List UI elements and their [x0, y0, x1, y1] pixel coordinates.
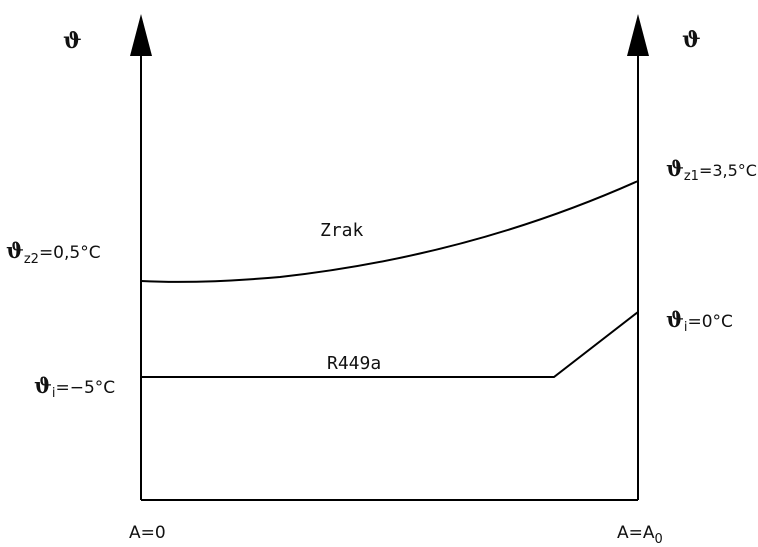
right-axis-arrow [627, 14, 649, 56]
refrigerant-evap-temp-label: ϑi=−5°C [34, 373, 115, 401]
right-axis-symbol: ϑ [682, 27, 701, 53]
air-outlet-temp-label: ϑz2=0,5°C [6, 238, 101, 267]
left-axis-arrow [130, 14, 152, 56]
refrigerant-curve [141, 311, 639, 378]
air-curve [140, 180, 639, 283]
air-inlet-temp-label: ϑz1=3,5°C [666, 156, 757, 184]
left-axis-symbol: ϑ [63, 28, 82, 54]
air-curve-label: Zrak [320, 220, 364, 241]
end-label: A=A0 [617, 523, 663, 547]
refrigerant-outlet-temp-label: ϑi=0°C [666, 307, 733, 335]
refrigerant-curve-label: R449a [327, 353, 381, 374]
origin-label: A=0 [129, 523, 166, 543]
